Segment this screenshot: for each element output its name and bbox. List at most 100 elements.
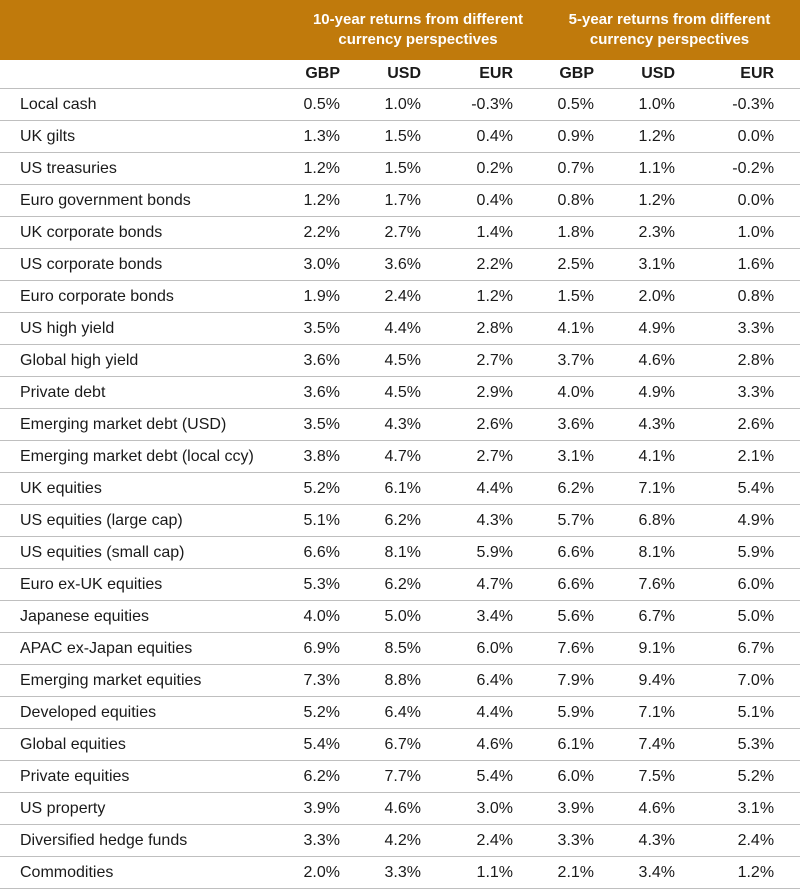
return-value-cell: 5.6% xyxy=(539,600,621,633)
return-value-cell: 4.4% xyxy=(366,312,447,345)
return-value-cell: 1.0% xyxy=(620,88,702,121)
return-value-cell: 6.2% xyxy=(539,472,621,505)
return-value-cell: 4.5% xyxy=(366,376,447,409)
asset-class-label: Local cash xyxy=(0,88,297,121)
return-value-cell: 2.2% xyxy=(447,248,540,281)
asset-class-label: Emerging market debt (local ccy) xyxy=(0,440,297,473)
return-value-cell: 6.6% xyxy=(539,536,621,569)
asset-class-label: US equities (small cap) xyxy=(0,536,297,569)
asset-class-label: US corporate bonds xyxy=(0,248,297,281)
return-value-cell: 3.3% xyxy=(297,824,366,857)
return-value-cell: 3.1% xyxy=(539,440,621,473)
currency-header: EUR xyxy=(701,60,800,89)
return-value-cell: 1.0% xyxy=(701,216,800,249)
return-value-cell: 4.3% xyxy=(447,504,540,537)
table-row: US equities (large cap) 5.1% 6.2% 4.3% 5.7% 6… xyxy=(0,504,800,537)
return-value-cell: 6.6% xyxy=(539,568,621,601)
return-value-cell: 3.0% xyxy=(447,792,540,825)
return-value-cell: 3.3% xyxy=(539,824,621,857)
return-value-cell: 5.2% xyxy=(701,760,800,793)
return-value-cell: 4.6% xyxy=(620,792,702,825)
return-value-cell: 3.5% xyxy=(297,312,366,345)
return-value-cell: 4.9% xyxy=(701,504,800,537)
return-value-cell: 2.4% xyxy=(366,280,447,313)
table-row: US equities (small cap) 6.6% 8.1% 5.9% 6.6% 8… xyxy=(0,536,800,569)
return-value-cell: 0.9% xyxy=(539,120,621,153)
return-value-cell: 5.0% xyxy=(366,600,447,633)
table-row: Emerging market equities 7.3% 8.8% 6.4% 7.9%… xyxy=(0,664,800,697)
return-value-cell: 4.1% xyxy=(539,312,621,345)
return-value-cell: 4.9% xyxy=(620,376,702,409)
return-value-cell: 2.2% xyxy=(297,216,366,249)
asset-class-label: UK equities xyxy=(0,472,297,505)
asset-class-label: Japanese equities xyxy=(0,600,297,633)
return-value-cell: 4.6% xyxy=(447,728,540,761)
return-value-cell: 3.6% xyxy=(297,344,366,377)
return-value-cell: 1.9% xyxy=(297,280,366,313)
return-value-cell: 4.7% xyxy=(447,568,540,601)
asset-class-label: Emerging market equities xyxy=(0,664,297,697)
table-row: Global equities 5.4% 6.7% 4.6% 6.1% 7.4% 5.3% xyxy=(0,728,800,761)
table-row: UK corporate bonds 2.2% 2.7% 1.4% 1.8% 2.3% 1.… xyxy=(0,216,800,249)
table-row: Euro ex-UK equities 5.3% 6.2% 4.7% 6.6% 7.6% 6… xyxy=(0,568,800,601)
return-value-cell: 2.6% xyxy=(447,408,540,441)
return-value-cell: 1.7% xyxy=(366,184,447,217)
return-value-cell: 0.8% xyxy=(701,280,800,313)
return-value-cell: 2.7% xyxy=(366,216,447,249)
return-value-cell: 3.1% xyxy=(620,248,702,281)
currency-header: GBP xyxy=(297,60,366,89)
return-value-cell: 8.1% xyxy=(366,536,447,569)
return-value-cell: 1.5% xyxy=(366,152,447,185)
return-value-cell: 0.4% xyxy=(447,120,540,153)
return-value-cell: 5.1% xyxy=(297,504,366,537)
return-value-cell: 6.1% xyxy=(539,728,621,761)
header-10-year: 10-year returns from different currency … xyxy=(297,0,540,60)
table-row: US high yield 3.5% 4.4% 2.8% 4.1% 4.9% 3.3% xyxy=(0,312,800,345)
asset-class-label: Global high yield xyxy=(0,344,297,377)
table-row: Emerging market debt (USD) 3.5% 4.3% 2.6% 3.… xyxy=(0,408,800,441)
return-value-cell: 0.5% xyxy=(539,88,621,121)
return-value-cell: 3.9% xyxy=(297,792,366,825)
asset-class-label: Commodities xyxy=(0,856,297,889)
table-row: Private debt 3.6% 4.5% 2.9% 4.0% 4.9% 3.3% xyxy=(0,376,800,409)
return-value-cell: 5.0% xyxy=(701,600,800,633)
return-value-cell: 5.9% xyxy=(447,536,540,569)
return-value-cell: 2.9% xyxy=(447,376,540,409)
return-value-cell: 5.2% xyxy=(297,472,366,505)
return-value-cell: 6.2% xyxy=(297,760,366,793)
currency-header: USD xyxy=(366,60,447,89)
return-value-cell: 3.6% xyxy=(297,376,366,409)
asset-class-label: UK corporate bonds xyxy=(0,216,297,249)
return-value-cell: 1.8% xyxy=(539,216,621,249)
return-value-cell: 4.6% xyxy=(620,344,702,377)
return-value-cell: 6.8% xyxy=(620,504,702,537)
return-value-cell: 2.6% xyxy=(701,408,800,441)
return-value-cell: 3.3% xyxy=(701,312,800,345)
return-value-cell: 4.3% xyxy=(366,408,447,441)
return-value-cell: 6.7% xyxy=(620,600,702,633)
return-value-cell: 4.0% xyxy=(539,376,621,409)
currency-header: EUR xyxy=(447,60,540,89)
return-value-cell: 1.2% xyxy=(620,120,702,153)
asset-class-label: Euro corporate bonds xyxy=(0,280,297,313)
asset-class-label: Global equities xyxy=(0,728,297,761)
table-body: Local cash 0.5% 1.0% -0.3% 0.5% 1.0% -0.3% UK g… xyxy=(0,88,800,889)
return-value-cell: 4.6% xyxy=(366,792,447,825)
return-value-cell: 3.4% xyxy=(620,856,702,889)
return-value-cell: 6.0% xyxy=(701,568,800,601)
return-value-cell: 3.8% xyxy=(297,440,366,473)
table-row: Japanese equities 4.0% 5.0% 3.4% 5.6% 6.7% 5.0… xyxy=(0,600,800,633)
table-row: US property 3.9% 4.6% 3.0% 3.9% 4.6% 3.1% xyxy=(0,792,800,825)
return-value-cell: 4.2% xyxy=(366,824,447,857)
return-value-cell: 6.2% xyxy=(366,504,447,537)
table-row: Global high yield 3.6% 4.5% 2.7% 3.7% 4.6% 2.8… xyxy=(0,344,800,377)
return-value-cell: 3.3% xyxy=(701,376,800,409)
return-value-cell: 5.3% xyxy=(297,568,366,601)
return-value-cell: 0.7% xyxy=(539,152,621,185)
return-value-cell: 8.5% xyxy=(366,632,447,665)
return-value-cell: 2.4% xyxy=(701,824,800,857)
return-value-cell: 7.6% xyxy=(539,632,621,665)
asset-class-label: US high yield xyxy=(0,312,297,345)
return-value-cell: 1.6% xyxy=(701,248,800,281)
